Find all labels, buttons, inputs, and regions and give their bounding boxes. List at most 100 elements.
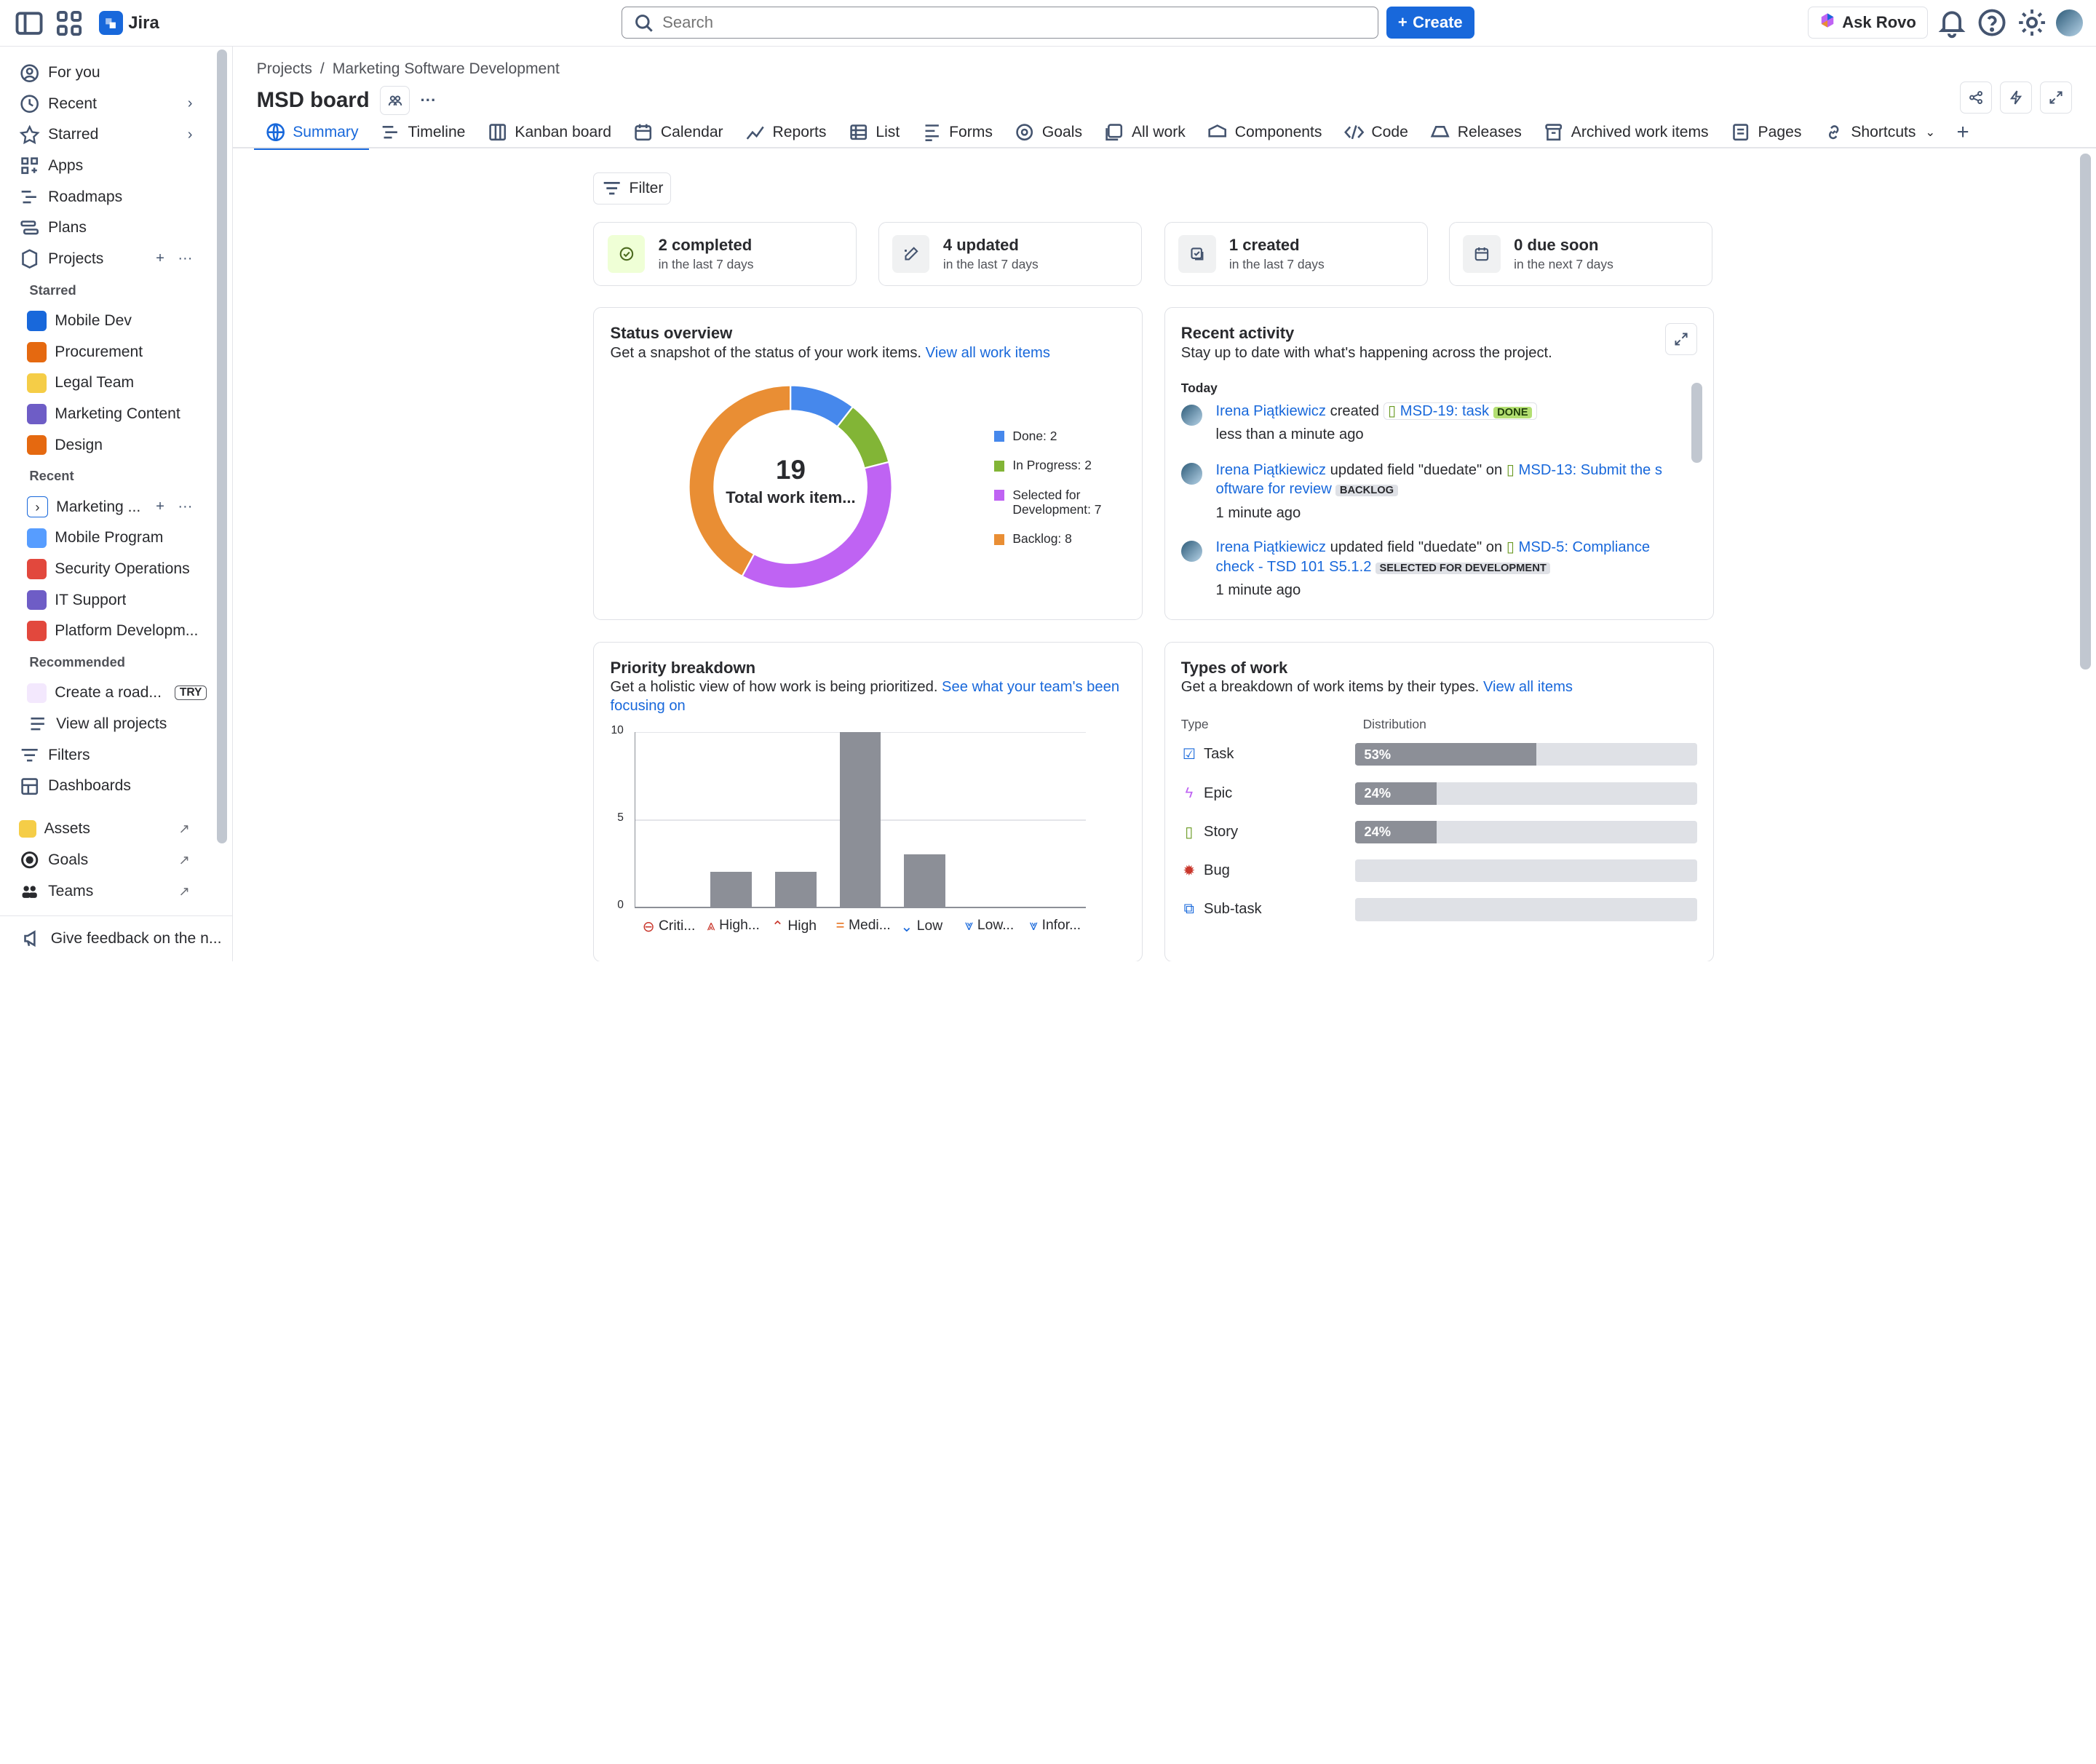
breadcrumb-project[interactable]: Marketing Software Development bbox=[332, 60, 560, 77]
create-button[interactable]: + Create bbox=[1386, 7, 1474, 39]
tab-kanban-board[interactable]: Kanban board bbox=[476, 118, 622, 147]
tab-code[interactable]: Code bbox=[1333, 118, 1418, 147]
settings-gear-icon[interactable] bbox=[2016, 7, 2048, 39]
sidebar-scrollbar[interactable] bbox=[216, 49, 228, 843]
share-icon[interactable] bbox=[1959, 82, 1992, 114]
give-feedback-button[interactable]: Give feedback on the n... bbox=[0, 915, 233, 961]
view-all-items-link[interactable]: View all items bbox=[1482, 679, 1573, 696]
sidebar-item-assets[interactable]: Assets ↗ bbox=[0, 814, 211, 845]
sidebar-item-roadmaps[interactable]: Roadmaps bbox=[0, 181, 211, 212]
sidebar-project-security-operations[interactable]: Security Operations bbox=[0, 554, 211, 585]
chevron-right-icon[interactable]: › bbox=[187, 126, 193, 143]
activity-user-link[interactable]: Irena Piątkiewicz bbox=[1215, 403, 1326, 419]
bar-1[interactable] bbox=[710, 872, 753, 907]
activity-user-link[interactable]: Irena Piątkiewicz bbox=[1215, 539, 1326, 556]
work-item-link[interactable]: MSD-13: Submit the s bbox=[1518, 461, 1662, 478]
stat-subtitle: in the last 7 days bbox=[942, 257, 1039, 272]
sidebar-toggle-icon[interactable] bbox=[13, 7, 45, 39]
legend-item[interactable]: Done: 2 bbox=[993, 429, 1128, 443]
help-icon[interactable] bbox=[1976, 7, 2008, 39]
legend-item[interactable]: Backlog: 8 bbox=[993, 531, 1128, 546]
search-input[interactable] bbox=[662, 13, 1378, 33]
team-focus-link[interactable]: See what your team's been focusing on bbox=[610, 679, 1120, 714]
sidebar-item-dashboards[interactable]: Dashboards bbox=[0, 771, 211, 802]
sidebar-create-roadmap[interactable]: Create a road... TRY bbox=[0, 678, 211, 709]
sidebar-project-marketing[interactable]: › Marketing ... + ··· bbox=[0, 492, 211, 523]
sidebar-item-for-you[interactable]: For you bbox=[0, 57, 211, 89]
bar-2[interactable] bbox=[774, 872, 817, 907]
sidebar-item-recent[interactable]: Recent › bbox=[0, 89, 211, 120]
notifications-icon[interactable] bbox=[1936, 7, 1968, 39]
more-options-icon[interactable]: ··· bbox=[178, 250, 193, 267]
sidebar-item-filters[interactable]: Filters bbox=[0, 739, 211, 771]
add-project-icon[interactable]: + bbox=[156, 250, 164, 267]
work-item-link-cont[interactable]: oftware for review bbox=[1215, 481, 1332, 498]
expand-icon[interactable] bbox=[1664, 322, 1697, 355]
bar-4[interactable] bbox=[904, 854, 946, 907]
breadcrumb-projects[interactable]: Projects bbox=[256, 60, 312, 77]
activity-user-link[interactable]: Irena Piątkiewicz bbox=[1215, 461, 1326, 478]
user-avatar[interactable] bbox=[2055, 9, 2083, 36]
expand-chevron-icon[interactable]: › bbox=[26, 496, 49, 518]
sidebar-project-procurement[interactable]: Procurement bbox=[0, 336, 211, 368]
work-item-link[interactable]: MSD-5: Compliance bbox=[1518, 539, 1651, 556]
tab-calendar[interactable]: Calendar bbox=[622, 118, 734, 147]
team-icon[interactable] bbox=[380, 85, 410, 115]
sidebar-item-starred[interactable]: Starred › bbox=[0, 119, 211, 151]
work-item-link[interactable]: MSD-19: task bbox=[1400, 403, 1490, 419]
apps-icon bbox=[19, 155, 40, 176]
sidebar-view-all-projects[interactable]: View all projects bbox=[0, 709, 211, 740]
tab-archived-work-items[interactable]: Archived work items bbox=[1533, 118, 1720, 147]
donut-segment-3[interactable] bbox=[688, 384, 792, 578]
sidebar-item-apps[interactable]: Apps bbox=[0, 151, 211, 182]
sidebar-item-plans[interactable]: Plans bbox=[0, 212, 211, 244]
sidebar-project-marketing-content[interactable]: Marketing Content bbox=[0, 399, 211, 430]
more-options-icon[interactable]: ··· bbox=[178, 498, 193, 515]
work-item-chip[interactable]: ▯ MSD-19: task DONE bbox=[1383, 402, 1537, 420]
tab-goals[interactable]: Goals bbox=[1004, 118, 1093, 147]
tab-components[interactable]: Components bbox=[1196, 118, 1333, 147]
tab-reports[interactable]: Reports bbox=[734, 118, 837, 147]
filter-button[interactable]: Filter bbox=[593, 172, 671, 204]
tab-list[interactable]: List bbox=[837, 118, 910, 147]
tab-pages[interactable]: Pages bbox=[1719, 118, 1812, 147]
app-switcher-icon[interactable] bbox=[53, 7, 85, 39]
breadcrumb-separator: / bbox=[319, 60, 325, 77]
type-row-sub-task[interactable]: ⧉ Sub-task bbox=[1181, 897, 1697, 921]
sidebar-project-mobile-program[interactable]: Mobile Program bbox=[0, 523, 211, 554]
fullscreen-icon[interactable] bbox=[2039, 82, 2072, 114]
sidebar-item-goals[interactable]: Goals ↗ bbox=[0, 845, 211, 876]
chevron-right-icon[interactable]: › bbox=[187, 95, 193, 112]
more-actions-icon[interactable]: ··· bbox=[420, 90, 437, 109]
add-icon[interactable]: + bbox=[156, 498, 164, 515]
work-item-link-cont[interactable]: check - TSD 101 S5.1.2 bbox=[1215, 558, 1372, 575]
sidebar-item-teams[interactable]: Teams ↗ bbox=[0, 875, 211, 907]
tab-summary[interactable]: Summary bbox=[253, 118, 370, 150]
tab-releases[interactable]: Releases bbox=[1419, 118, 1533, 147]
legend-item[interactable]: Selected for Development: 7 bbox=[993, 488, 1128, 517]
legend-item[interactable]: In Progress: 2 bbox=[993, 458, 1128, 472]
ask-rovo-button[interactable]: Ask Rovo bbox=[1808, 7, 1928, 39]
tab-all-work[interactable]: All work bbox=[1093, 118, 1196, 147]
view-all-work-items-link[interactable]: View all work items bbox=[925, 345, 1050, 362]
sidebar-project-platform-development[interactable]: Platform Developm... bbox=[0, 616, 211, 647]
sidebar-project-mobile-dev[interactable]: Mobile Dev bbox=[0, 306, 211, 337]
jira-logo[interactable]: Jira bbox=[98, 11, 159, 36]
sidebar-project-design[interactable]: Design bbox=[0, 429, 211, 461]
sidebar-project-legal-team[interactable]: Legal Team bbox=[0, 368, 211, 399]
type-row-bug[interactable]: ✹ Bug bbox=[1181, 859, 1697, 883]
sidebar-item-projects[interactable]: Projects + ··· bbox=[0, 244, 211, 275]
sidebar-project-it-support[interactable]: IT Support bbox=[0, 584, 211, 616]
bar-3[interactable] bbox=[839, 731, 881, 907]
tab-timeline[interactable]: Timeline bbox=[369, 118, 476, 147]
tab-shortcuts[interactable]: Shortcuts ⌄ bbox=[1812, 118, 1946, 147]
type-row-story[interactable]: ▯ Story 24% bbox=[1181, 820, 1697, 844]
content-scrollbar[interactable] bbox=[2079, 154, 2091, 670]
tab-forms[interactable]: Forms bbox=[910, 118, 1004, 147]
add-tab-button[interactable]: + bbox=[1946, 118, 1980, 147]
activity-scrollbar[interactable] bbox=[1691, 383, 1702, 464]
search-box[interactable] bbox=[622, 7, 1378, 39]
automation-lightning-icon[interactable] bbox=[1999, 82, 2032, 114]
type-row-epic[interactable]: ϟ Epic 24% bbox=[1181, 782, 1697, 806]
type-row-task[interactable]: ☑ Task 53% bbox=[1181, 742, 1697, 766]
